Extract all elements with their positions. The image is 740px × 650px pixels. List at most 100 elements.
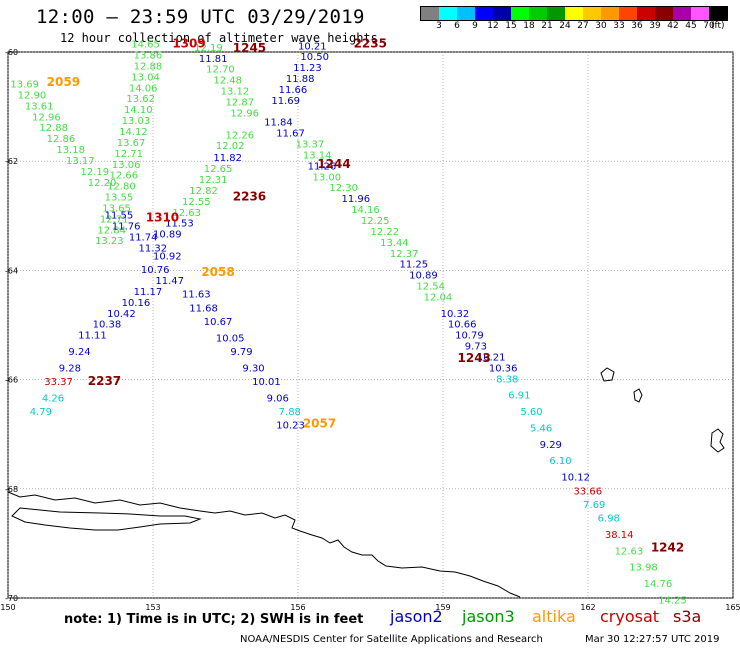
wave-height-value: 13.44 [380,238,409,249]
latitude-tick-label: -66 [5,376,18,385]
wave-height-value: 12.70 [206,65,235,76]
balleny-island-3 [710,428,725,453]
wave-height-value: 11.76 [112,221,141,232]
wave-height-value: 12.55 [182,197,211,208]
wave-height-value: 10.32 [441,309,470,320]
legend-jason3: jason3 [462,607,515,626]
wave-height-value: 11.81 [199,54,228,65]
wave-height-value: 5.46 [530,423,552,434]
legend-tick-label: 36 [631,21,643,31]
wave-height-value: 13.98 [629,563,658,574]
pass-time-labels: 1309 1245 2235 2059 1244 2236 1310 2058 1243 2237… [47,37,685,555]
wave-height-value: 12.96 [32,112,61,123]
latitude-tick-label: -62 [5,157,18,166]
legend-tick-label: 21 [541,21,553,31]
wave-height-value: 10.21 [298,41,327,52]
wave-height-value: 10.23 [276,421,305,432]
legend-swatch [439,7,457,20]
wave-height-value: 12.19 [81,167,110,178]
wave-height-value: 10.92 [153,251,182,262]
legend-tick-label: 45 [685,21,697,31]
legend-swatch [493,7,511,20]
legend-tick-label: 27 [577,21,589,31]
legend-tick-label: 24 [559,21,571,31]
wave-height-value: 4.26 [42,393,64,404]
wave-height-value: 13.17 [66,156,95,167]
wave-height-value: 12.71 [114,149,143,160]
wave-height-value: 14.16 [351,205,380,216]
wave-height-value: 13.00 [313,172,342,183]
wave-height-value: 10.16 [122,298,151,309]
legend-cryosat: cryosat [600,607,660,626]
wave-height-value: 11.74 [129,232,158,243]
latitude-tick-label: -64 [5,266,18,275]
wave-height-value: 11.66 [279,85,308,96]
wave-height-value: 9.06 [267,393,289,404]
wave-height-value: 11.23 [293,63,322,74]
latitude-tick-label: -70 [5,594,18,603]
wave-height-value: 33.66 [574,486,603,497]
wave-height-value: 13.69 [10,79,39,90]
pass-time-label: 2059 [47,75,80,89]
legend-swatch [511,7,529,20]
legend-s3a: s3a [673,607,702,626]
legend-swatch [673,7,691,20]
wave-height-value: 12.84 [97,225,126,236]
wave-height-value: 6.98 [598,514,620,525]
legend-tick-label: 70 [703,21,715,31]
wave-height-value: 14.65 [131,40,160,51]
pass-time-label: 1243 [458,351,491,365]
wave-height-value: 12.54 [416,282,445,293]
wave-height-value: 10.67 [204,317,233,328]
wave-height-value: 13.04 [131,72,160,83]
wave-height-value: 12.96 [230,108,259,119]
wave-height-value: 14.76 [644,579,673,590]
pass-time-label: 1242 [651,541,684,555]
wave-height-value: 12.19 [194,43,223,54]
pass-time-label: 2236 [233,190,266,204]
wave-height-value: 10.12 [561,473,590,484]
wave-height-value: 6.91 [508,391,530,402]
wave-height-value: 13.18 [56,145,85,156]
wave-height-value: 12.22 [371,227,400,238]
footer-note: note: 1) Time is in UTC; 2) SWH is in fe… [64,612,364,627]
wave-height-value: 11.69 [271,96,300,107]
wave-height-value: 7.69 [583,500,605,511]
wave-height-value: 12.87 [226,98,255,109]
legend-unit: (ft) [711,21,725,31]
wave-height-value: 13.03 [122,116,151,127]
wave-height-value: 38.14 [605,530,634,541]
legend-jason2: jason2 [390,607,443,626]
wave-height-value: 11.53 [165,219,194,230]
wave-height-value: 10.05 [216,333,245,344]
pass-time-label: 2057 [303,417,336,431]
wave-height-value: 10.66 [448,320,477,331]
wave-height-value: 12.82 [189,186,218,197]
wave-height-value: 14.12 [119,127,148,138]
wave-height-value: 13.14 [303,150,332,161]
wave-height-value: 10.50 [300,52,329,63]
wave-height-value: 13.23 [95,236,124,247]
legend-swatch [709,7,727,20]
map-subtitle: 12 hour collection of altimeter wave hei… [60,31,378,45]
generation-timestamp: Mar 30 12:27:57 UTC 2019 [585,634,720,645]
legend-swatch [475,7,493,20]
wave-height-value: 11.47 [155,276,184,287]
wave-height-value: 12.88 [39,123,68,134]
legend-swatch [421,7,439,20]
pass-time-label: 1244 [317,157,350,171]
longitude-tick-label: 165 [725,603,740,612]
wave-height-value: 5.60 [520,407,542,418]
balleny-island-2 [633,388,643,403]
legend-swatch [637,7,655,20]
longitude-tick-label: 159 [435,603,450,612]
wave-height-value: 12.65 [204,164,233,175]
legend-tick-label: 39 [649,21,661,31]
wave-height-value: 13.65 [102,203,131,214]
pass-time-label: 1310 [146,210,179,224]
latitude-tick-label: -68 [5,485,18,494]
wave-height-value: 12.02 [216,141,245,152]
wave-height-value: 11.67 [276,129,305,140]
wave-height-value: 13.86 [134,51,163,62]
